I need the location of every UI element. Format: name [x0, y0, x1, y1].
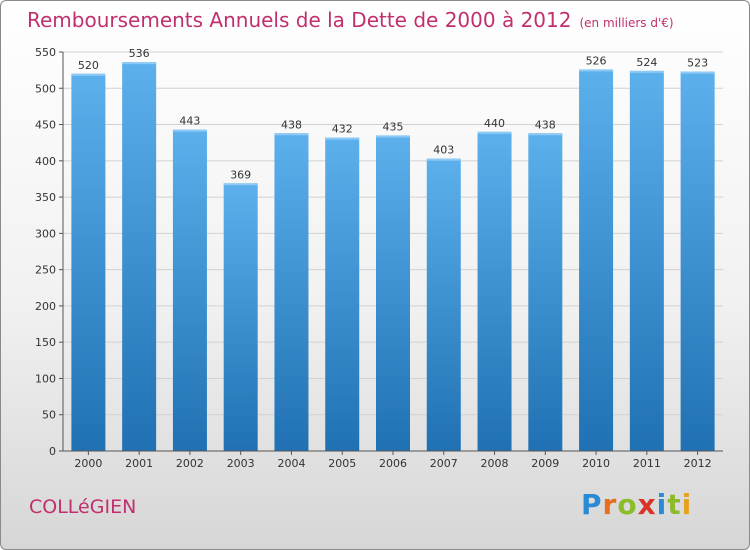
data-label-2010: 526 [586, 54, 607, 67]
bar-top-highlight [325, 137, 360, 140]
y-tick-label: 50 [42, 409, 56, 422]
bar-top-highlight [680, 71, 715, 74]
y-tick-label: 200 [35, 300, 56, 313]
bar-top-highlight [223, 183, 258, 186]
y-tick-label: 450 [35, 119, 56, 132]
bar-top-highlight [579, 69, 614, 72]
data-label-2006: 435 [383, 120, 404, 133]
bar-2005[interactable] [325, 137, 360, 451]
bar-top-highlight [71, 73, 106, 76]
data-label-2011: 524 [636, 56, 657, 69]
bar-top-highlight [528, 133, 563, 136]
bar-top-highlight [122, 62, 157, 65]
x-tick-label-2006: 2006 [379, 457, 407, 470]
bar-2002[interactable] [172, 129, 207, 451]
y-tick-label: 400 [35, 155, 56, 168]
chart-unit: (en milliers d'€) [579, 16, 674, 30]
x-tick-label-2003: 2003 [227, 457, 255, 470]
proxiti-logo[interactable]: Proxiti [581, 488, 693, 521]
y-tick-label: 0 [49, 445, 56, 458]
bar-2010[interactable] [579, 69, 614, 451]
data-label-2012: 523 [687, 57, 708, 70]
data-label-2000: 520 [78, 59, 99, 72]
bar-2011[interactable] [629, 70, 664, 451]
data-label-2005: 432 [332, 123, 353, 136]
chart-title-text: Remboursements Annuels de la Dette de 20… [27, 8, 572, 32]
bar-2004[interactable] [274, 133, 309, 451]
x-tick-label-2000: 2000 [74, 457, 102, 470]
bar-2003[interactable] [223, 183, 258, 452]
bar-2007[interactable] [426, 158, 461, 451]
x-tick-label-2007: 2007 [430, 457, 458, 470]
bar-2009[interactable] [528, 133, 563, 451]
y-tick-label: 500 [35, 82, 56, 95]
data-label-2004: 438 [281, 118, 302, 131]
x-tick-label-2004: 2004 [277, 457, 305, 470]
y-tick-label: 100 [35, 372, 56, 385]
data-label-2001: 536 [129, 47, 150, 60]
data-label-2008: 440 [484, 117, 505, 130]
y-tick-label: 150 [35, 336, 56, 349]
data-label-2009: 438 [535, 118, 556, 131]
x-tick-label-2008: 2008 [481, 457, 509, 470]
bar-2006[interactable] [376, 135, 410, 451]
chart-title: Remboursements Annuels de la Dette de 20… [27, 8, 674, 32]
x-tick-label-2012: 2012 [684, 457, 712, 470]
bar-top-highlight [629, 70, 664, 73]
bar-2008[interactable] [477, 131, 512, 452]
y-tick-label: 250 [35, 264, 56, 277]
city-name: COLLéGIEN [29, 496, 137, 518]
bar-top-highlight [172, 129, 207, 132]
x-tick-label-2010: 2010 [582, 457, 610, 470]
bar-2001[interactable] [122, 62, 157, 451]
data-label-2003: 369 [230, 168, 251, 181]
bar-top-highlight [376, 135, 410, 138]
bar-top-highlight [477, 131, 512, 134]
bar-2000[interactable] [71, 73, 106, 451]
data-label-2002: 443 [179, 115, 200, 128]
x-tick-label-2001: 2001 [125, 457, 153, 470]
bar-2012[interactable] [680, 71, 715, 451]
x-tick-label-2009: 2009 [531, 457, 559, 470]
y-tick-label: 550 [35, 46, 56, 59]
y-tick-label: 350 [35, 191, 56, 204]
x-tick-label-2011: 2011 [633, 457, 661, 470]
x-tick-label-2002: 2002 [176, 457, 204, 470]
x-tick-label-2005: 2005 [328, 457, 356, 470]
bar-top-highlight [274, 133, 309, 136]
data-label-2007: 403 [433, 144, 454, 157]
y-tick-label: 300 [35, 227, 56, 240]
bar-top-highlight [426, 158, 461, 161]
